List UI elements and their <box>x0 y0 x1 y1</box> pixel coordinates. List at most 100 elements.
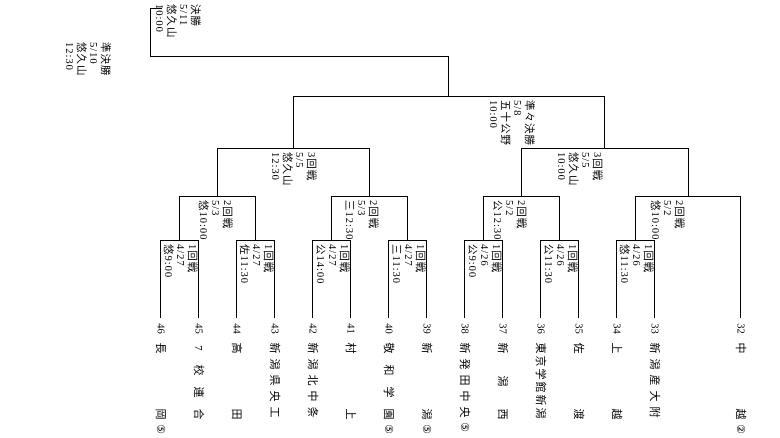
bracket-line-v <box>654 240 655 318</box>
round-label-line: 12:30 <box>269 152 280 181</box>
team-number: 39 <box>420 323 432 334</box>
round-label-line: 5/3 <box>209 200 220 217</box>
round-label-line: 4/26 <box>554 244 565 267</box>
round-label-semifinal: 準決勝 5/10 悠久山 12:30 <box>62 42 110 77</box>
round-label-line: 2回戦 <box>367 200 378 230</box>
round-label-line: 5/8 <box>511 100 522 117</box>
round-label-line: 5/3 <box>355 200 366 217</box>
team-name-char: 大 <box>648 390 660 402</box>
team-name-char: 潟 <box>420 408 432 420</box>
round-label-line: 悠久山 <box>75 42 86 77</box>
round-label-line: 佐11:30 <box>238 244 249 285</box>
team-name-char: 連 <box>192 386 204 398</box>
bracket-line-h <box>179 196 255 197</box>
team-entry: 46 長岡 ⑤ <box>153 321 167 435</box>
bracket-line-v <box>426 240 427 318</box>
team-name-char: 中 <box>458 390 470 402</box>
round-label-line: 5/5 <box>293 152 304 169</box>
team-name-char: 新 <box>496 342 508 354</box>
team-name-char: 田 <box>230 408 242 420</box>
round-label-line: 公12:30 <box>491 200 502 241</box>
team-name-char: 田 <box>458 374 470 386</box>
round-label-line: 悠久山 <box>165 4 176 39</box>
team-entry: 34 上越 <box>609 321 623 420</box>
bracket-line-v <box>179 196 180 240</box>
bracket-line-v <box>483 196 484 240</box>
team-name-char: 岡 <box>154 408 166 420</box>
round-label-line: 2回戦 <box>673 200 684 230</box>
bracket-line-v <box>388 240 389 318</box>
team-name-char: 潟 <box>306 358 318 370</box>
bracket-line-h <box>388 240 426 241</box>
team-name-char: 学 <box>382 386 394 398</box>
team-number: 40 <box>382 323 394 334</box>
bracket-line-v <box>502 240 503 318</box>
team-number: 34 <box>610 323 622 334</box>
bracket-line-h <box>150 8 162 9</box>
team-entry: 40 敬和学園 ⑤ <box>381 321 395 435</box>
bracket-line-h <box>483 196 559 197</box>
bracket-line-v <box>688 148 689 196</box>
round-label-line: 4/26 <box>630 244 641 267</box>
round-label-line: 1回戦 <box>490 244 501 274</box>
team-number: 38 <box>458 323 470 334</box>
team-name-char: 工 <box>268 406 280 418</box>
team-name-char: 長 <box>154 342 166 354</box>
team-seed-mark: ⑤ <box>458 422 470 432</box>
round-label-line: 4/27 <box>174 244 185 267</box>
team-name-char: 潟 <box>268 358 280 370</box>
team-entry: 36 東京学館新潟 <box>533 321 547 419</box>
team-name-char: 上 <box>344 408 356 420</box>
bracket-line-v <box>255 196 256 240</box>
bracket-line-v <box>604 96 605 148</box>
bracket-line-v <box>616 240 617 318</box>
round-label-line: 4/26 <box>478 244 489 267</box>
round-label-line: 12:30 <box>63 42 74 71</box>
team-name-char: 館 <box>534 381 546 393</box>
team-number: 36 <box>534 323 546 334</box>
round-label-round3-1: 3回戦 5/5 悠久山 12:30 <box>268 152 316 187</box>
round-label-line: 準決勝 <box>99 42 110 77</box>
team-name-char: 新 <box>420 342 432 354</box>
team-name-char: 附 <box>648 406 660 418</box>
bracket-line-h <box>616 240 654 241</box>
round-label-line: 2回戦 <box>515 200 526 230</box>
round-label-line: 公14:00 <box>314 244 325 285</box>
team-name-char: 央 <box>458 406 470 418</box>
bracket-line-v <box>407 196 408 240</box>
team-name-char: 新 <box>458 342 470 354</box>
round-label-line: 2回戦 <box>221 200 232 230</box>
team-name-char: 北 <box>306 374 318 386</box>
round-label-line: 公9:00 <box>466 244 477 279</box>
round-label-line: 準々決勝 <box>523 100 534 146</box>
bracket-line-h <box>236 240 274 241</box>
bracket-line-v <box>559 196 560 240</box>
round-label-line: 5/2 <box>661 200 672 217</box>
round-label-line: 悠久山 <box>567 152 578 187</box>
team-name-char: 新 <box>534 394 546 406</box>
bracket-line-h <box>150 56 448 57</box>
round-label-line: 悠10:00 <box>197 200 208 241</box>
round-label-line: 悠9:00 <box>162 244 173 279</box>
bracket-line-v <box>274 240 275 318</box>
team-name-char: 産 <box>648 374 660 386</box>
bracket-line-h <box>160 240 198 241</box>
round-label-round1-3: 1回戦 4/27 公14:00 <box>313 244 349 284</box>
team-entry: 38 新発田中央 ⑤ <box>457 321 471 433</box>
team-name-char: 和 <box>382 364 394 376</box>
round-label-line: 10:00 <box>555 152 566 181</box>
team-entry: 35 佐渡 <box>571 321 585 420</box>
team-name-char: 中 <box>306 390 318 402</box>
round-label-round3-2: 3回戦 5/5 悠久山 10:00 <box>554 152 602 187</box>
team-number: 37 <box>496 323 508 334</box>
team-name-char: 潟 <box>534 407 546 419</box>
round-label-line: 公11:30 <box>542 244 553 285</box>
bracket-line-v <box>635 196 636 240</box>
team-entry: 45 7 校連合 <box>191 321 205 420</box>
bracket-line-h <box>521 148 688 149</box>
bracket-line-v <box>331 196 332 240</box>
bracket-line-v <box>198 240 199 318</box>
team-entry: 42 新潟北中条 <box>305 321 319 418</box>
team-name-char: 校 <box>192 364 204 376</box>
